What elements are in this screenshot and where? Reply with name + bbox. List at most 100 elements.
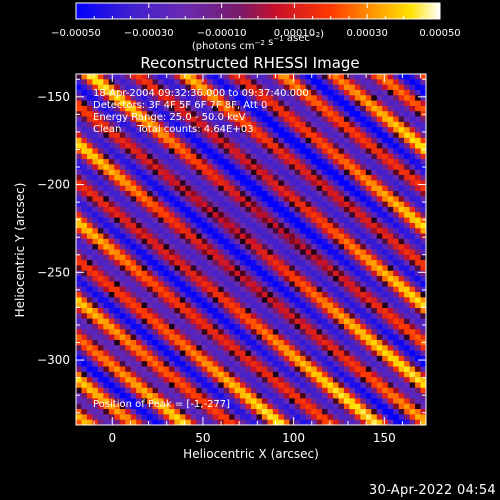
heatmap-cell bbox=[86, 148, 93, 155]
heatmap-cell bbox=[398, 281, 405, 288]
heatmap-cell bbox=[256, 212, 263, 218]
heatmap-cell bbox=[387, 414, 394, 421]
heatmap-cell bbox=[371, 105, 378, 112]
heatmap-cell bbox=[76, 361, 82, 367]
heatmap-cell bbox=[305, 105, 312, 112]
heatmap-cell bbox=[398, 127, 405, 133]
y-tick-label: −150 bbox=[37, 90, 70, 104]
heatmap-cell bbox=[168, 233, 175, 240]
heatmap-cell bbox=[147, 409, 153, 415]
heatmap-cell bbox=[404, 111, 410, 117]
heatmap-cell bbox=[130, 260, 137, 266]
heatmap-cell bbox=[343, 84, 350, 91]
heatmap-cell bbox=[393, 308, 400, 314]
heatmap-cell bbox=[86, 260, 93, 266]
heatmap-cell bbox=[382, 281, 389, 288]
heatmap-cell bbox=[251, 366, 257, 373]
heatmap-cell bbox=[201, 121, 208, 128]
heatmap-cell bbox=[196, 159, 203, 165]
heatmap-cell bbox=[409, 371, 416, 378]
heatmap-cell bbox=[393, 361, 400, 367]
heatmap-cell bbox=[338, 297, 345, 304]
heatmap-cell bbox=[382, 222, 389, 229]
heatmap-cell bbox=[261, 228, 268, 234]
heatmap-cell bbox=[365, 180, 372, 187]
heatmap-cell bbox=[179, 323, 186, 330]
heatmap-cell bbox=[163, 281, 170, 288]
heatmap-cell bbox=[92, 100, 99, 107]
heatmap-cell bbox=[322, 302, 328, 309]
heatmap-cell bbox=[97, 345, 104, 351]
heatmap-cell bbox=[92, 84, 99, 91]
heatmap-cell bbox=[420, 419, 427, 426]
heatmap-cell bbox=[327, 323, 334, 330]
heatmap-cell bbox=[360, 180, 367, 187]
heatmap-cell bbox=[404, 127, 410, 133]
heatmap-cell bbox=[103, 382, 110, 389]
heatmap-cell bbox=[245, 409, 252, 415]
heatmap-cell bbox=[283, 159, 290, 165]
heatmap-cell bbox=[343, 116, 350, 123]
heatmap-cell bbox=[300, 74, 307, 80]
heatmap-cell bbox=[261, 148, 268, 155]
heatmap-cell bbox=[343, 297, 350, 304]
heatmap-cell bbox=[86, 419, 93, 426]
heatmap-cell bbox=[136, 254, 142, 261]
heatmap-cell bbox=[327, 79, 334, 85]
heatmap-cell bbox=[354, 175, 361, 181]
heatmap-cell bbox=[185, 355, 192, 362]
heatmap-cell bbox=[376, 329, 383, 335]
heatmap-cell bbox=[179, 292, 186, 298]
heatmap-cell bbox=[168, 297, 175, 304]
heatmap-cell bbox=[114, 175, 121, 181]
heatmap-cell bbox=[316, 350, 323, 357]
heatmap-cell bbox=[398, 334, 405, 341]
heatmap-cell bbox=[404, 382, 410, 389]
heatmap-cell bbox=[92, 398, 99, 405]
heatmap-cell bbox=[289, 419, 296, 426]
heatmap-cell bbox=[108, 318, 115, 325]
heatmap-cell bbox=[415, 164, 421, 171]
heatmap-cell bbox=[267, 377, 274, 383]
heatmap-cell bbox=[179, 105, 186, 112]
heatmap-cell bbox=[251, 361, 257, 367]
heatmap-cell bbox=[103, 95, 110, 101]
heatmap-cell bbox=[409, 260, 416, 266]
heatmap-cell bbox=[267, 201, 274, 208]
heatmap-cell bbox=[387, 185, 394, 192]
heatmap-cell bbox=[289, 355, 296, 362]
heatmap-cell bbox=[333, 260, 339, 266]
heatmap-cell bbox=[333, 233, 339, 240]
heatmap-cell bbox=[130, 228, 137, 234]
heatmap-cell bbox=[387, 260, 394, 266]
heatmap-cell bbox=[212, 403, 219, 410]
heatmap-cell bbox=[152, 116, 159, 123]
heatmap-cell bbox=[404, 334, 410, 341]
heatmap-cell bbox=[387, 329, 394, 335]
heatmap-cell bbox=[294, 366, 301, 373]
heatmap-cell bbox=[251, 175, 257, 181]
heatmap-cell bbox=[305, 254, 312, 261]
heatmap-cell bbox=[251, 323, 257, 330]
heatmap-cell bbox=[415, 148, 421, 155]
heatmap-cell bbox=[158, 105, 164, 112]
heatmap-cell bbox=[108, 308, 115, 314]
heatmap-cell bbox=[119, 292, 126, 298]
heatmap-cell bbox=[278, 254, 285, 261]
heatmap-cell bbox=[354, 100, 361, 107]
heatmap-cell bbox=[76, 297, 82, 304]
heatmap-cell bbox=[125, 350, 132, 357]
heatmap-cell bbox=[174, 339, 181, 346]
heatmap-cell bbox=[240, 212, 246, 218]
heatmap-cell bbox=[152, 377, 159, 383]
heatmap-cell bbox=[398, 222, 405, 229]
heatmap-cell bbox=[283, 313, 290, 319]
heatmap-cell bbox=[212, 281, 219, 288]
heatmap-cell bbox=[190, 84, 197, 91]
heatmap-cell bbox=[283, 217, 290, 224]
heatmap-cell bbox=[229, 350, 235, 357]
heatmap-cell bbox=[229, 95, 235, 101]
heatmap-cell bbox=[376, 286, 383, 293]
heatmap-cell bbox=[174, 222, 181, 229]
heatmap-cell bbox=[174, 345, 181, 351]
